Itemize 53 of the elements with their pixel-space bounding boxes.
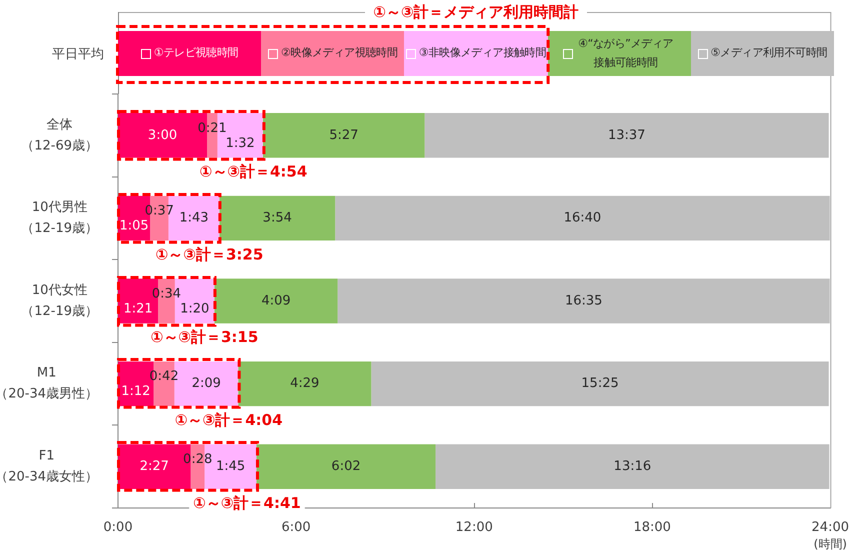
legend-label: ①テレビ視聴時間 [154,45,238,62]
bar [219,196,336,241]
text: ①～③計＝メディア利用時間計 [365,3,587,21]
y-tick-label: M1（20-34歳男性） [0,366,98,402]
bar [238,361,372,406]
legend-title: 平日平均 [51,46,104,64]
annotation: ①～③計＝4:54 [200,162,308,181]
legend-label: ③非映像メディア接触時間 [418,45,546,62]
bar [256,444,436,489]
annotation: ①～③計＝3:15 [150,328,258,346]
data-label: 1:12 [121,384,150,400]
y-tick-label: 10代男性（12-19歳） [21,200,98,236]
x-tick-label: 18:00 [633,520,671,536]
y-tick-label: F1（20-34歳女性） [0,448,98,484]
data-label: 2:09 [192,376,221,392]
data-label: 6:02 [331,458,361,474]
data-label: 5:27 [329,128,358,143]
data-label: 3:00 [148,128,178,143]
data-label: 1:32 [226,136,255,151]
bar [335,196,830,241]
data-label: 3:54 [262,210,292,226]
data-label: 2:27 [140,458,169,474]
x-tick-label: 0:00 [103,520,133,536]
bar [214,278,338,324]
x-tick-label: 12:00 [455,520,493,536]
data-label: 4:09 [261,293,291,308]
data-label: 13:16 [614,458,652,474]
data-label: 16:35 [564,293,602,308]
legend-label: ②映像メディア視聴時間 [281,45,398,62]
y-tick-label: 全体（12-69歳） [21,117,98,154]
data-label: 1:43 [179,210,209,226]
bar [436,444,830,489]
legend-label: ⑤メディア利用不可時間 [710,45,828,62]
bar [262,113,425,158]
legend-label: ④“ながら”メディア接触可能時間 [577,36,674,70]
bar [338,278,830,324]
y-tick-label: 10代女性（12-19歳） [21,282,98,319]
data-label: 1:45 [216,458,246,474]
bar [371,361,829,406]
bar [424,113,829,158]
data-label: 13:37 [608,128,646,143]
data-label: 15:25 [581,376,619,392]
data-label: 16:40 [564,210,602,226]
x-tick-label: 6:00 [281,520,311,536]
data-label: 4:29 [290,376,320,392]
x-tick-label: 24:00 [812,520,849,536]
annotation: ①～③計＝4:04 [174,411,283,430]
data-label: 1:05 [119,218,149,234]
annotation: ①～③計＝4:41 [193,494,301,512]
annotation: ①～③計＝3:25 [156,245,264,264]
data-label: 1:21 [123,301,153,316]
x-axis-title: (時間) [814,537,847,552]
data-label: 1:20 [180,301,210,316]
